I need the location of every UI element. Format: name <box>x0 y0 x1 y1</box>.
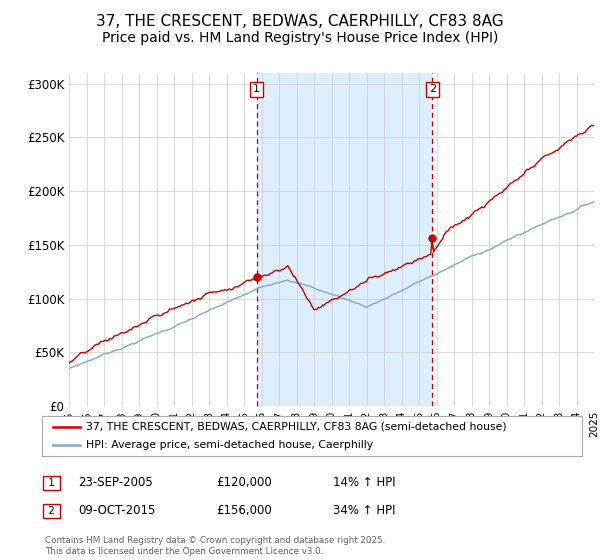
Text: Price paid vs. HM Land Registry's House Price Index (HPI): Price paid vs. HM Land Registry's House … <box>102 31 498 45</box>
Text: 1: 1 <box>253 85 260 95</box>
Text: 09-OCT-2015: 09-OCT-2015 <box>78 504 155 517</box>
Text: 23-SEP-2005: 23-SEP-2005 <box>78 476 153 489</box>
Text: 37, THE CRESCENT, BEDWAS, CAERPHILLY, CF83 8AG: 37, THE CRESCENT, BEDWAS, CAERPHILLY, CF… <box>96 14 504 29</box>
Text: Contains HM Land Registry data © Crown copyright and database right 2025.
This d: Contains HM Land Registry data © Crown c… <box>45 536 385 556</box>
Text: 2: 2 <box>429 85 436 95</box>
Text: 2: 2 <box>45 506 58 516</box>
Text: HPI: Average price, semi-detached house, Caerphilly: HPI: Average price, semi-detached house,… <box>86 440 373 450</box>
Text: 14% ↑ HPI: 14% ↑ HPI <box>333 476 395 489</box>
Text: £156,000: £156,000 <box>216 504 272 517</box>
Text: £120,000: £120,000 <box>216 476 272 489</box>
Text: 34% ↑ HPI: 34% ↑ HPI <box>333 504 395 517</box>
Text: 1: 1 <box>45 478 58 488</box>
Text: 37, THE CRESCENT, BEDWAS, CAERPHILLY, CF83 8AG (semi-detached house): 37, THE CRESCENT, BEDWAS, CAERPHILLY, CF… <box>86 422 507 432</box>
Bar <box>257 73 433 406</box>
